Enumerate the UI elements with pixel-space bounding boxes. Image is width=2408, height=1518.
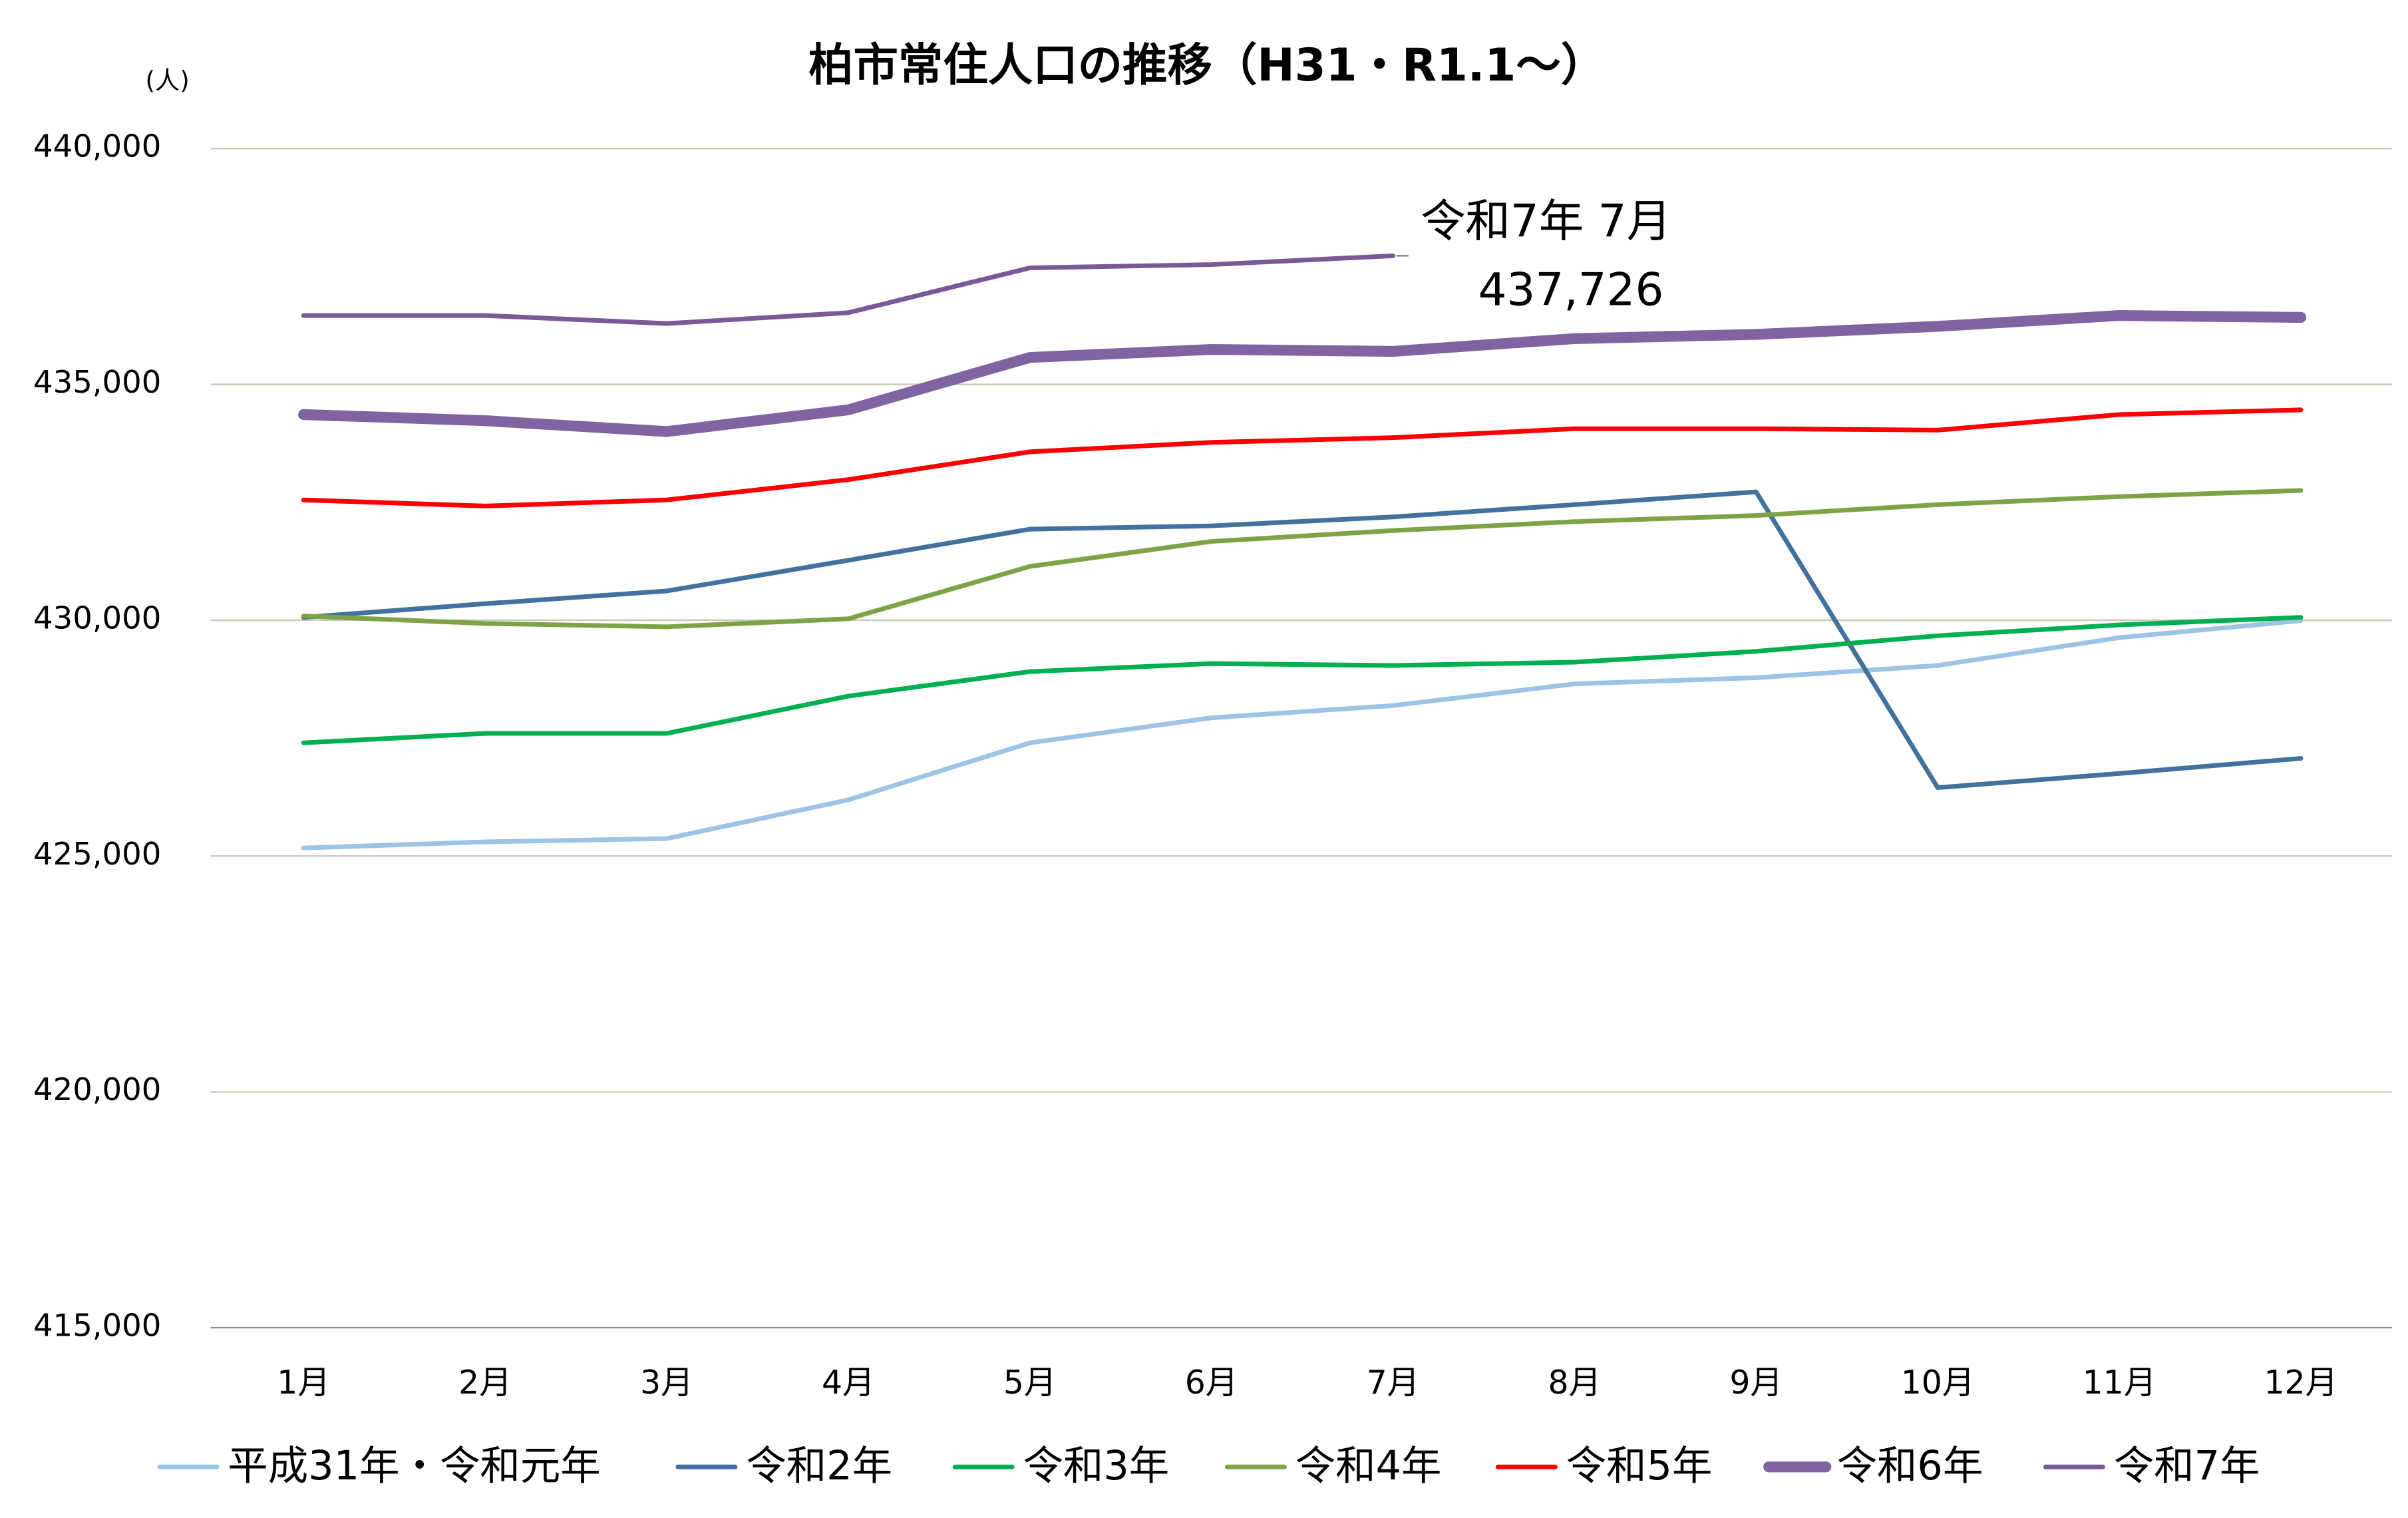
series-line xyxy=(301,615,2304,745)
series-line xyxy=(301,253,1396,326)
series-line xyxy=(301,618,2304,851)
y-tick-label: 435,000 xyxy=(33,364,161,400)
legend-label: 令和7年 xyxy=(2114,1443,2260,1489)
x-tick-label: 8月 xyxy=(1548,1364,1601,1402)
series-line xyxy=(298,309,2307,437)
labels: 415,000 420,000 425,000 430,000 435,000 440,0… xyxy=(33,128,2337,1489)
y-tick-label: 430,000 xyxy=(33,600,161,636)
annotation: 令和7年 7月 xyxy=(1421,195,1671,248)
data-label: 437,726 xyxy=(1478,264,1664,316)
x-tick-label: 10月 xyxy=(1901,1364,1975,1402)
y-tick-label: 440,000 xyxy=(33,128,161,164)
legend-label: 令和2年 xyxy=(746,1443,892,1489)
y-tick-label: 425,000 xyxy=(33,836,161,872)
x-tick-label: 2月 xyxy=(458,1364,512,1402)
y-tick-label: 415,000 xyxy=(33,1308,161,1344)
x-tick-label: 5月 xyxy=(1003,1364,1057,1402)
series-line xyxy=(301,489,2304,791)
chart-title: 柏市常住人口の推移（H31・R1.1～） xyxy=(808,39,1606,91)
legend-label: 令和5年 xyxy=(1566,1443,1713,1489)
legend-label: 令和3年 xyxy=(1023,1443,1169,1489)
x-tick-label: 4月 xyxy=(822,1364,875,1402)
y-tick-label: 420,000 xyxy=(33,1071,161,1107)
x-tick-label: 11月 xyxy=(2083,1364,2156,1402)
grid xyxy=(210,148,2393,1329)
x-tick-label: 1月 xyxy=(277,1364,330,1402)
x-tick-label: 3月 xyxy=(640,1364,693,1402)
legend-label: 平成31年・令和元年 xyxy=(228,1443,600,1489)
series-line xyxy=(301,488,2304,630)
y-axis-unit: (人) xyxy=(146,66,190,95)
lines xyxy=(298,253,2307,851)
legend-label: 令和4年 xyxy=(1295,1443,1442,1489)
x-tick-label: 7月 xyxy=(1367,1364,1420,1402)
x-tick-label: 12月 xyxy=(2264,1364,2337,1402)
series-line xyxy=(301,407,2304,508)
legend-label: 令和6年 xyxy=(1836,1443,1983,1489)
x-tick-label: 9月 xyxy=(1729,1364,1783,1402)
x-tick-label: 6月 xyxy=(1185,1364,1238,1402)
